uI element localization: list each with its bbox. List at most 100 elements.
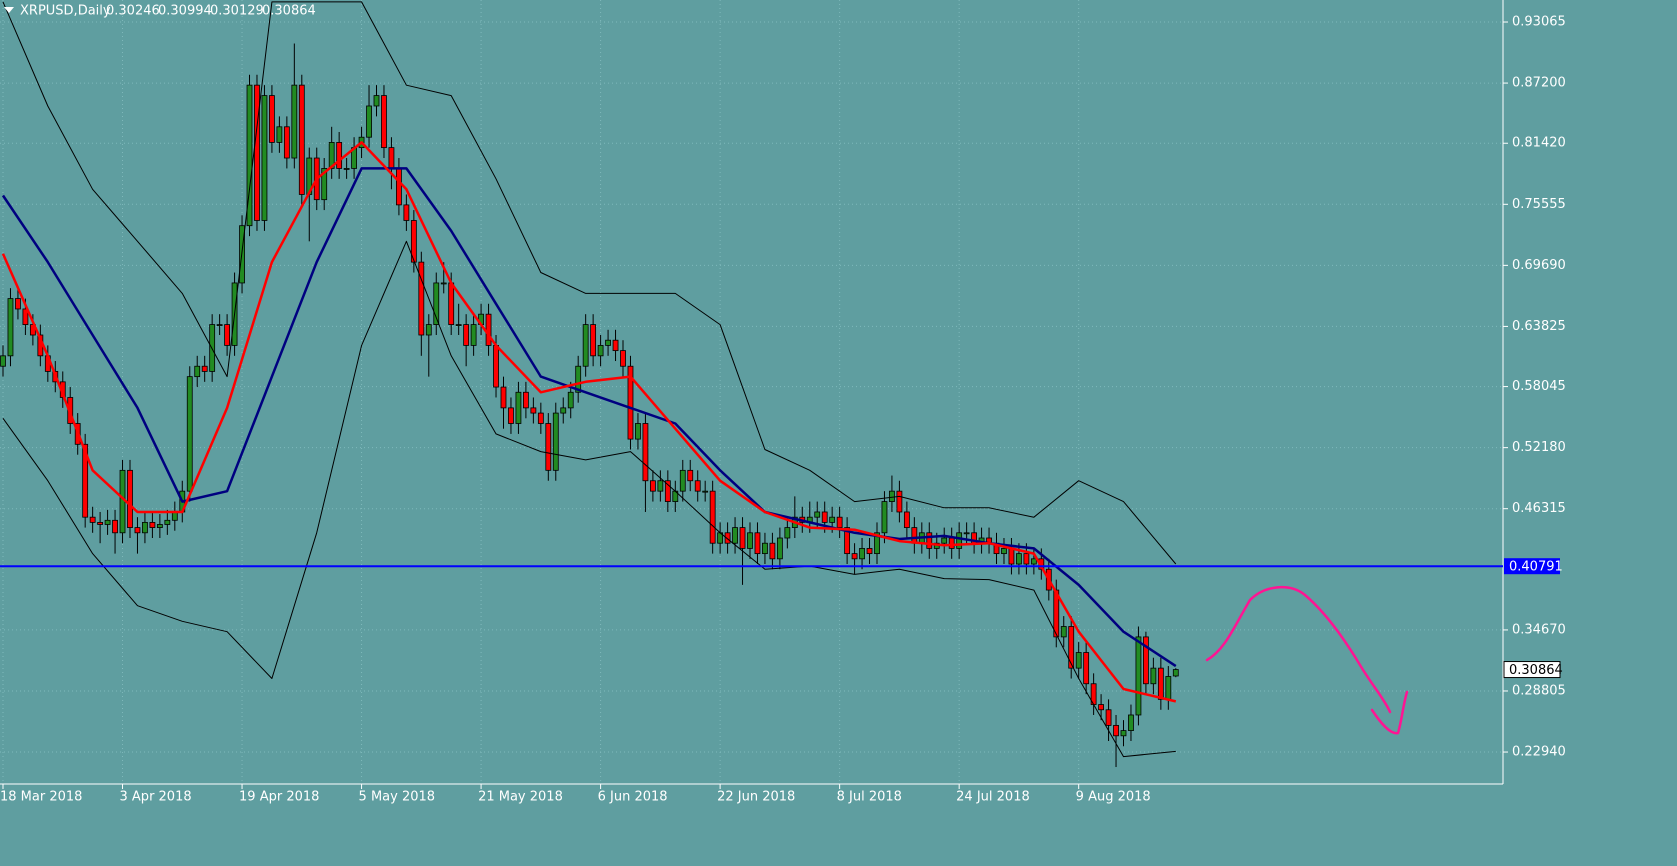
candle-body (821, 511, 828, 523)
indicator-line (2, 1, 1177, 565)
candle-body (605, 339, 611, 346)
header-open: 0.30246 (106, 4, 160, 19)
candle-body (500, 386, 507, 409)
x-tick-label: 22 Jun 2018 (717, 790, 795, 805)
candle-body (493, 345, 499, 388)
candle-body (836, 516, 843, 528)
candle-body (224, 324, 231, 346)
indicator-line (1, 141, 1177, 703)
candle-body (635, 423, 641, 440)
candle-body (1075, 652, 1082, 669)
candle-body (903, 511, 910, 528)
symbol-title: XRPUSD,Daily (20, 4, 111, 19)
candle-body (156, 524, 163, 528)
candle-body (1157, 667, 1164, 700)
candle-body (216, 324, 223, 326)
header-high: 0.30994 (158, 4, 212, 19)
price-label-box (1503, 661, 1561, 679)
candle-body (89, 516, 96, 523)
y-tick-label: 0.22940 (1512, 745, 1566, 760)
candle-body (874, 532, 880, 555)
candle-body (941, 537, 948, 544)
candle-body (261, 95, 268, 221)
candle-body (679, 469, 686, 492)
candle-body (269, 95, 275, 143)
candle-body (1053, 589, 1060, 638)
candle-body (164, 519, 171, 525)
candle-body (612, 339, 619, 352)
level-label: 0.40791 (1509, 560, 1563, 575)
candle-body (254, 84, 260, 221)
candle-body (649, 480, 656, 492)
candle-body (410, 220, 417, 263)
candle-body (418, 261, 425, 336)
candle-body (433, 282, 440, 325)
candle-body (425, 324, 432, 336)
candle-body (567, 391, 574, 409)
candle-body (321, 168, 328, 201)
candle-body (956, 532, 963, 549)
axes: 0.93065 0.87200 0.81420 0.75555 0.69690 0.638… (0, 15, 1566, 805)
candle-body (866, 548, 873, 555)
candle-body (597, 345, 604, 357)
x-tick-label: 21 May 2018 (478, 790, 563, 805)
candle-body (537, 412, 544, 424)
candle-body (22, 308, 29, 325)
candle-body (523, 391, 529, 409)
candle-body (1030, 558, 1037, 565)
candle-body (702, 490, 709, 493)
level-label-box (1504, 558, 1560, 575)
candle-body (0, 355, 6, 367)
candle-body (1016, 553, 1022, 565)
candle-body (134, 527, 141, 534)
candle-body (366, 105, 372, 138)
candle-body (896, 490, 903, 513)
candle-body (881, 501, 888, 534)
y-tick-label: 0.81420 (1512, 136, 1566, 151)
candle-body (440, 282, 447, 285)
candle-body (1083, 652, 1090, 685)
candle-body (381, 95, 387, 149)
candle-body (1150, 667, 1157, 685)
candle-body (186, 376, 193, 492)
candle-body (926, 532, 933, 549)
candle-body (1023, 553, 1030, 565)
y-tick-label: 0.28805 (1512, 683, 1566, 698)
x-tick-label: 24 Jul 2018 (956, 790, 1030, 805)
candle-body (560, 407, 567, 414)
candle-body (276, 126, 283, 143)
candle-body (1060, 626, 1067, 638)
candle-body (104, 519, 111, 525)
x-tick-label: 6 Jun 2018 (598, 790, 668, 805)
candle-body (82, 443, 89, 518)
candle-body (508, 407, 514, 424)
candle-body (1113, 724, 1119, 737)
candle-body (336, 142, 343, 169)
candle-body (627, 365, 634, 440)
x-tick-label: 9 Aug 2018 (1076, 790, 1151, 805)
candle-body (149, 521, 156, 528)
candle-body (1120, 730, 1127, 737)
candle-body (963, 532, 970, 535)
hand-drawn-arrow (1205, 585, 1409, 735)
overlays (1, 1, 1177, 758)
grid (0, 0, 1503, 784)
candle-body (112, 519, 118, 534)
x-tick-label: 5 May 2018 (359, 790, 436, 805)
candle-body (724, 532, 731, 544)
y-tick-label: 0.75555 (1512, 197, 1566, 212)
candle-body (552, 412, 559, 471)
candle-body (485, 313, 492, 346)
x-tick-label: 8 Jul 2018 (837, 790, 902, 805)
candle-body (1172, 669, 1179, 677)
candle-body (1128, 714, 1134, 731)
y-tick-label: 0.58045 (1512, 379, 1566, 394)
candle-body (291, 84, 298, 159)
y-tick-label: 0.52180 (1512, 440, 1566, 455)
candle-body (575, 365, 582, 393)
indicator-line (1, 167, 1177, 668)
candle-body (455, 324, 462, 326)
candle-body (590, 324, 597, 357)
y-tick-label: 0.63825 (1512, 319, 1566, 334)
